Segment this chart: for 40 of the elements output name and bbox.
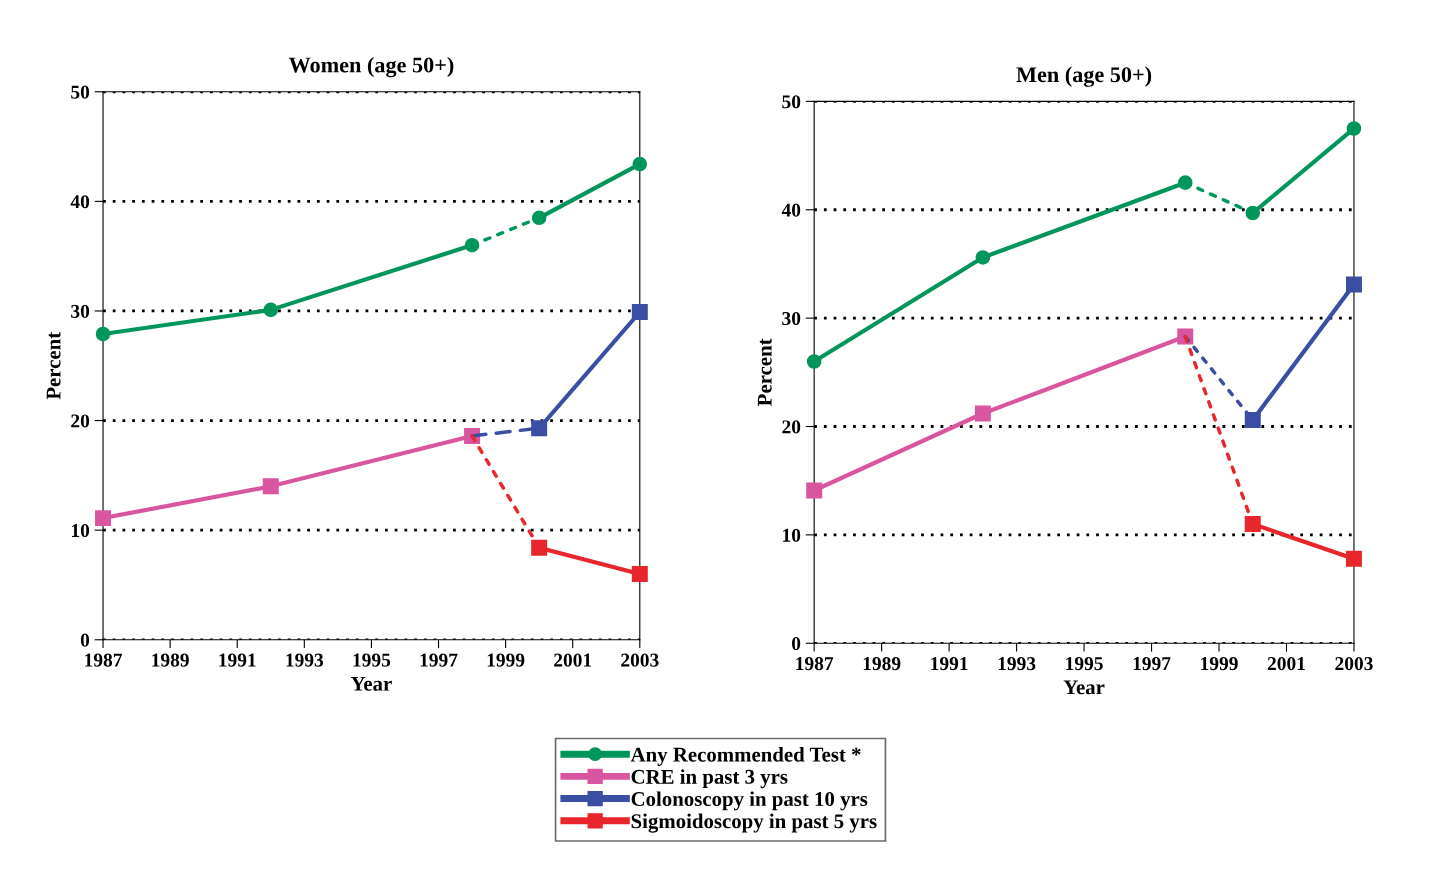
x-tick-label: 1997 [1133,657,1171,671]
x-tick-label: 1987 [85,653,122,667]
x-tick-label: 1999 [1201,657,1238,671]
y-tick-label: 40 [70,195,90,209]
y-tick-label: 20 [71,414,90,428]
y-tick-label: 20 [782,420,801,434]
y-tick-label: 10 [783,528,801,542]
x-tick-label: 2003 [1335,657,1373,671]
y-tick-label: 50 [782,95,801,109]
x-axis-title: Year [1063,680,1105,695]
x-tick-label: 2003 [621,653,659,667]
x-tick-label: 1989 [152,653,189,667]
legend-label: CRE in past 3 yrs [631,769,788,789]
y-tick-label: 10 [71,523,90,538]
x-tick-label: 1989 [863,657,901,671]
legend-label: Colonoscopy in past 10 yrs [631,791,868,811]
x-tick-label: 2001 [554,653,592,667]
y-tick-label: 50 [71,85,90,99]
y-axis-title: Percent [757,338,772,406]
chart-title: Men (age 50+) [1016,66,1152,87]
x-tick-label: 1991 [931,657,968,671]
y-axis-title: Percent [46,331,61,400]
y-tick-label: 0 [80,633,90,647]
y-tick-label: 40 [781,203,801,217]
x-tick-label: 1991 [219,653,256,667]
x-tick-label: 1997 [420,653,458,667]
chart-title: Women (age 50+) [288,56,454,78]
y-tick-label: 30 [71,304,90,318]
x-tick-label: 1999 [487,653,525,667]
x-tick-label: 1993 [286,653,324,667]
x-tick-label: 1995 [1066,657,1103,671]
x-tick-label: 1993 [998,657,1036,671]
legend-label: Any Recommended Test * [630,746,861,766]
legend-label: Sigmoidoscopy in past 5 yrs [631,813,877,833]
x-tick-label: 2001 [1267,657,1305,671]
x-tick-label: 1987 [796,657,834,671]
x-tick-label: 1995 [353,653,391,667]
y-tick-label: 30 [782,311,801,326]
x-axis-title: Year [350,676,392,691]
y-tick-label: 0 [791,637,801,651]
